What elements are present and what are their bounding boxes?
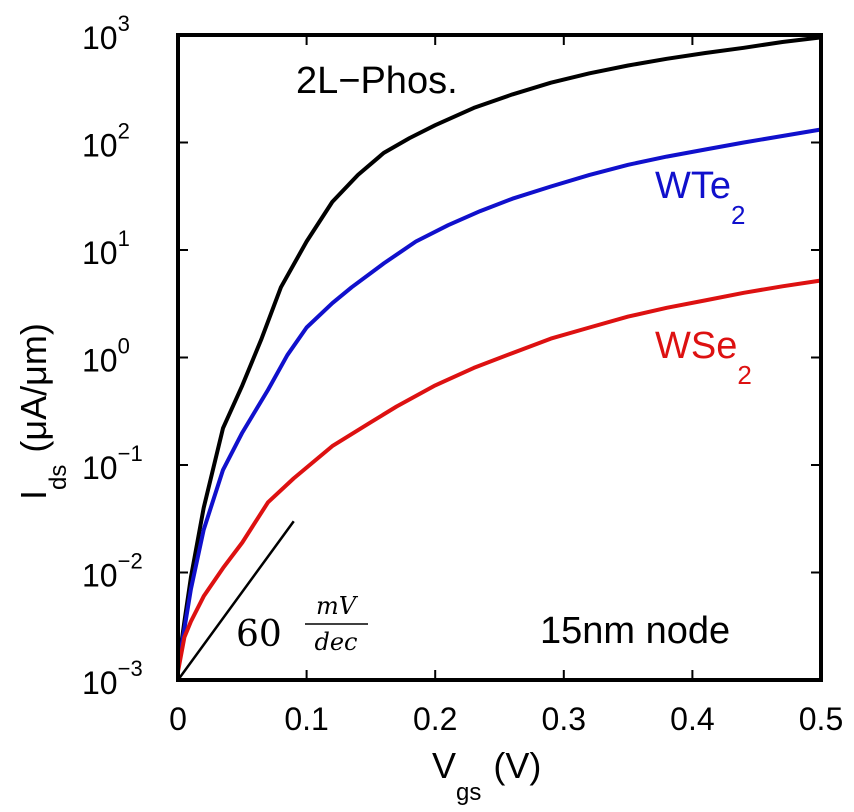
y-tick-label: 101: [82, 226, 130, 271]
y-tick-label: 10−3: [82, 656, 143, 701]
label-wte2-sub: 2: [731, 200, 745, 230]
series-layer: [176, 35, 823, 681]
x-axis-ticks: 0 0.1 0.2 0.3 0.4 0.5: [169, 35, 843, 737]
label-wte2: WTe2: [655, 165, 745, 230]
series-line-2l-phos: [176, 35, 823, 670]
y-tick-label-exponent: −3: [118, 656, 143, 681]
y-tick-label: 103: [82, 11, 130, 56]
label-wte2-main: WTe: [655, 165, 731, 207]
y-tick-label-base: 10: [82, 343, 118, 379]
y-tick-label-base: 10: [82, 665, 118, 701]
label-2l-phos: 2L−Phos.: [296, 60, 458, 102]
x-axis-label-units: (V): [493, 745, 541, 786]
x-axis-label-main: V: [432, 745, 456, 786]
y-tick-label-base: 10: [82, 128, 118, 164]
label-wse2-sub: 2: [737, 360, 751, 390]
x-tick-label: 0.1: [284, 701, 328, 737]
y-tick-label: 102: [82, 119, 130, 164]
y-tick-label-base: 10: [82, 20, 118, 56]
y-tick-label-exponent: 2: [118, 119, 130, 144]
x-tick-label: 0.2: [413, 701, 457, 737]
series-line-wte2: [176, 127, 823, 670]
y-axis-label-units: (μA/μm): [13, 323, 54, 452]
y-tick-label-base: 10: [82, 450, 118, 486]
label-node: 15nm node: [540, 610, 730, 652]
y-tick-label: 10−1: [82, 441, 143, 486]
series-line-wse2: [176, 278, 823, 674]
slope-label: 60 mV dec: [236, 592, 368, 656]
y-tick-label-exponent: 1: [118, 226, 130, 251]
y-tick-label: 10−2: [82, 549, 143, 594]
x-axis-label-sub: gs: [456, 779, 481, 806]
slope-label-denominator: dec: [314, 628, 357, 656]
slope-reference-line: [176, 520, 295, 681]
y-axis-label: Ids (μA/μm): [13, 323, 72, 500]
y-tick-label-exponent: −2: [118, 549, 143, 574]
y-axis-label-sub: ds: [45, 465, 72, 490]
y-axis-label-main: I: [13, 490, 54, 500]
y-tick-label: 100: [82, 334, 130, 379]
x-tick-label: 0.5: [799, 701, 843, 737]
y-tick-label-exponent: −1: [118, 441, 143, 466]
slope-label-numerator: mV: [316, 592, 359, 620]
y-tick-label-base: 10: [82, 235, 118, 271]
label-wse2-main: WSe: [655, 325, 737, 367]
y-tick-label-exponent: 3: [118, 11, 130, 36]
y-tick-label-base: 10: [82, 558, 118, 594]
x-tick-label: 0.3: [542, 701, 586, 737]
label-wse2: WSe2: [655, 325, 752, 390]
x-tick-label: 0: [169, 701, 187, 737]
y-tick-label-exponent: 0: [118, 334, 130, 359]
x-tick-label: 0.4: [670, 701, 714, 737]
x-axis-label: Vgs (V): [432, 745, 541, 806]
slope-label-prefix: 60: [236, 614, 282, 655]
